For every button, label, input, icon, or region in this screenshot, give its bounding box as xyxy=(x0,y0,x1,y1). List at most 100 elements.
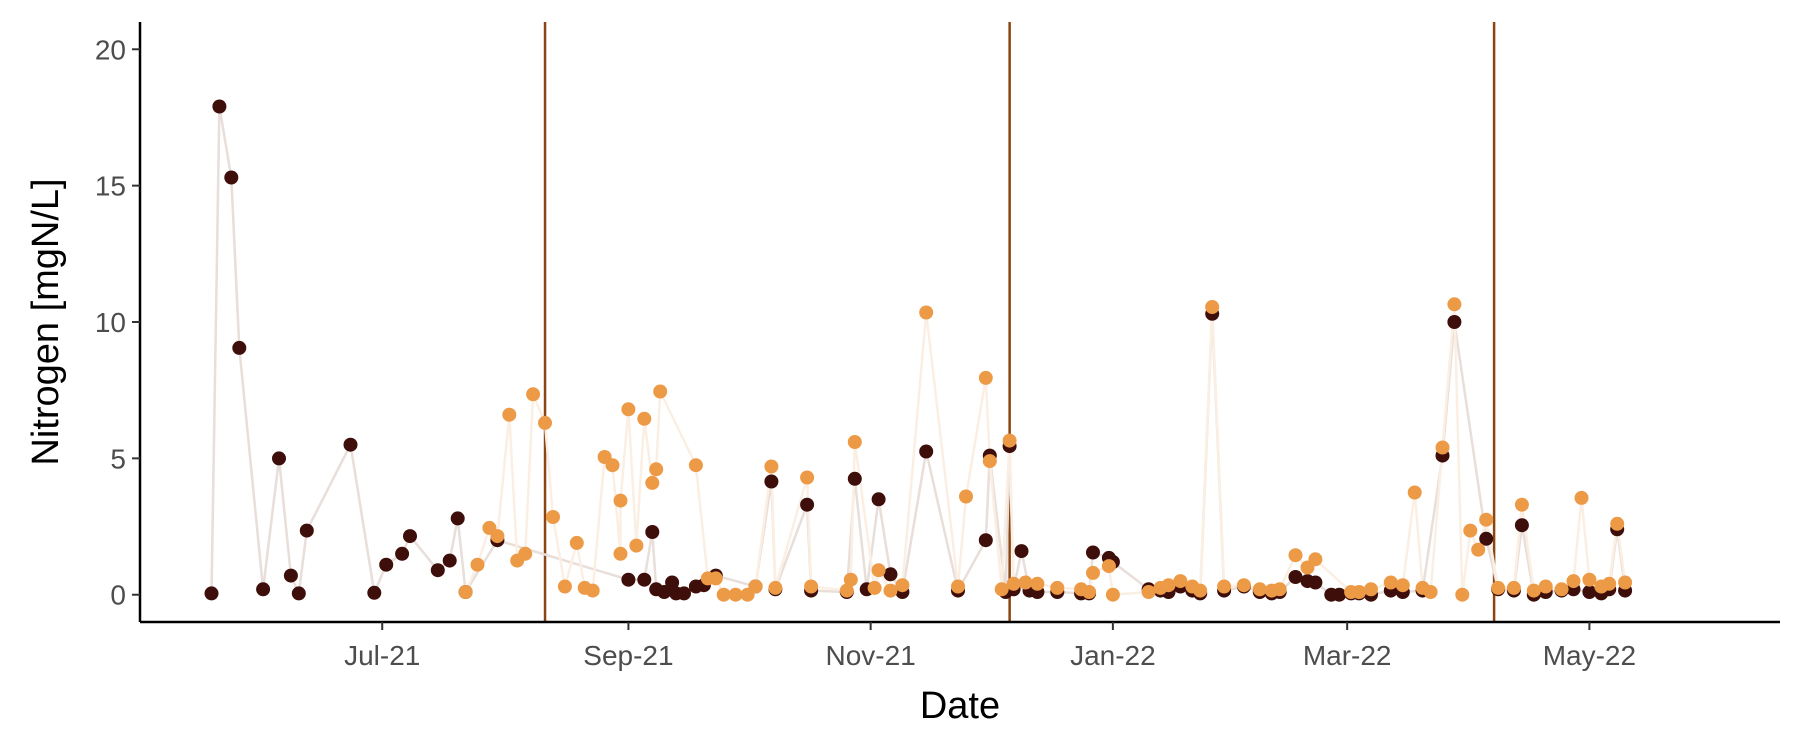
series-2-point xyxy=(1395,578,1410,593)
series-1-point xyxy=(1447,315,1462,329)
x-tick-label: Sep-21 xyxy=(583,640,673,671)
series-1-point xyxy=(450,511,465,526)
series-2-point xyxy=(585,583,600,598)
series-1-point xyxy=(764,474,779,489)
series-1-point xyxy=(665,575,680,590)
series-2-point xyxy=(994,582,1009,597)
series-2-point xyxy=(1447,297,1462,312)
series-2-point xyxy=(502,407,517,422)
series-2-point xyxy=(645,475,660,490)
series-2-point xyxy=(978,370,993,385)
series-1-point xyxy=(677,586,691,601)
series-2-point xyxy=(1105,587,1120,602)
series-2-point xyxy=(653,384,668,399)
y-tick-label: 10 xyxy=(95,307,126,338)
series-2-point xyxy=(557,579,572,594)
x-axis-title: Date xyxy=(920,685,1000,727)
series-1-point xyxy=(256,582,271,597)
x-tick-label: Nov-21 xyxy=(826,640,916,671)
series-1-point xyxy=(283,568,298,583)
series-2-point xyxy=(1554,582,1569,597)
x-tick-label: Mar-22 xyxy=(1303,640,1392,671)
series-2-point xyxy=(883,583,898,598)
series-1-point xyxy=(224,170,239,185)
series-1-point xyxy=(379,557,394,572)
series-2-point xyxy=(1272,582,1287,597)
series-2-point xyxy=(688,458,703,473)
series-1-point xyxy=(272,451,286,466)
series-1-point xyxy=(657,585,672,599)
axis-ticks: 0 5 10 15 20 Jul-21 Sep-21 Nov-21 Jan-22 Mar-22 Ma… xyxy=(95,34,1636,671)
series-2-point xyxy=(708,571,723,586)
series-2-point xyxy=(1193,583,1208,598)
x-tick-label: May-22 xyxy=(1543,640,1636,671)
series-2-point xyxy=(1002,433,1017,448)
series-2-point xyxy=(951,579,965,594)
series-2-point xyxy=(1455,587,1470,602)
series-1-point xyxy=(204,586,219,601)
series-1-point xyxy=(1514,518,1529,533)
series-2-point xyxy=(1582,572,1597,587)
series-2-point xyxy=(1030,576,1045,591)
series-2-point xyxy=(1086,565,1100,580)
series-2-point xyxy=(1506,580,1521,595)
series-1-point xyxy=(637,572,652,587)
series-1-point xyxy=(430,563,445,578)
series-2-point xyxy=(764,459,779,474)
series-2-point xyxy=(1252,582,1267,597)
series-2-point xyxy=(1205,300,1220,314)
series-2-point xyxy=(800,470,815,485)
series-2-point xyxy=(1308,552,1323,567)
series-2-point xyxy=(458,585,473,599)
series-2-point xyxy=(748,579,763,594)
series-2-point xyxy=(1435,440,1450,455)
series-2-point xyxy=(518,546,533,561)
series-1-point xyxy=(978,533,993,548)
series-2-point xyxy=(538,415,552,430)
series-2-point xyxy=(1352,585,1367,599)
series-2-point xyxy=(1566,574,1581,589)
series-2-point xyxy=(1173,574,1188,589)
y-tick-label: 0 xyxy=(110,580,126,611)
series-1-point xyxy=(800,497,815,512)
series-2-point xyxy=(982,454,997,469)
series-1-point xyxy=(1479,531,1494,546)
series-1-point xyxy=(1332,587,1347,602)
series-1-point xyxy=(395,546,410,561)
series-2-point xyxy=(1491,580,1506,595)
series-2-point xyxy=(1526,583,1541,598)
series-2-point xyxy=(895,578,910,593)
series-1-point xyxy=(871,492,886,507)
y-tick-label: 5 xyxy=(110,443,126,474)
series-2-point xyxy=(1383,575,1398,590)
series-2-point xyxy=(613,546,628,561)
series-2-point xyxy=(847,435,862,449)
y-tick-label: 15 xyxy=(95,171,126,202)
series-1-line xyxy=(210,105,1627,596)
series-1-point xyxy=(367,585,382,600)
series-1-point xyxy=(299,523,314,538)
series-2-point xyxy=(490,529,505,544)
series-2-point xyxy=(649,462,664,477)
series-1-point xyxy=(919,444,934,459)
series-2-point xyxy=(1101,559,1116,574)
series-2-point xyxy=(1610,516,1625,531)
series-2-point xyxy=(1006,576,1021,591)
series-2-point xyxy=(1288,548,1303,563)
series-2-point xyxy=(470,557,485,572)
series-1-point xyxy=(1582,585,1597,599)
series-1-point xyxy=(847,471,862,486)
series-2-point xyxy=(1479,512,1494,527)
y-tick-label: 20 xyxy=(95,34,126,65)
series-2-point xyxy=(1082,585,1097,599)
series-1-point xyxy=(232,340,247,355)
series-2-point xyxy=(839,583,854,598)
y-axis-title: Nitrogen [mgN/L] xyxy=(25,178,67,465)
series-2-point xyxy=(728,587,743,602)
series-1-point xyxy=(883,567,898,582)
series-2-point xyxy=(613,493,628,508)
series-2-point xyxy=(843,572,858,587)
series-1-point xyxy=(1086,545,1100,560)
series-2-point xyxy=(768,580,783,595)
series-1-point xyxy=(1288,570,1303,584)
